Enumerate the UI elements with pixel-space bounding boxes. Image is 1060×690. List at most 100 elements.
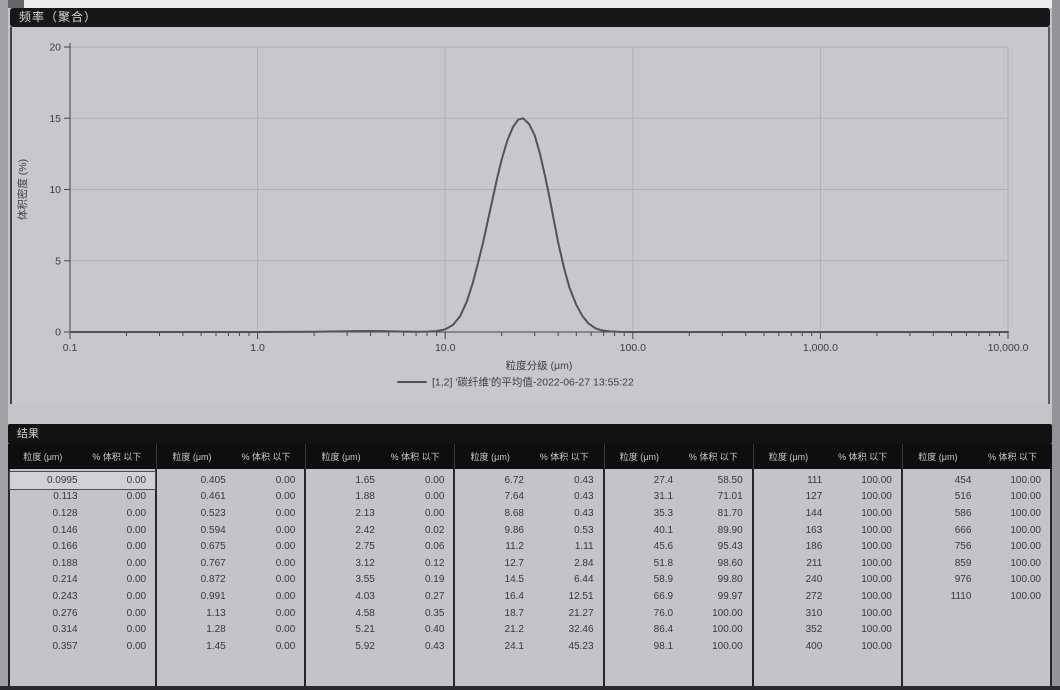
size-value: 31.1 (653, 491, 674, 503)
size-value: 40.1 (653, 524, 674, 536)
pct-under-value: 0.43 (574, 491, 594, 503)
size-value: 0.276 (52, 607, 78, 619)
size-value: 310 (805, 607, 823, 619)
frequency-curve (69, 117, 1009, 333)
size-value: 127 (805, 491, 823, 503)
size-value: 16.4 (504, 590, 524, 602)
size-value: 0.461 (200, 491, 226, 503)
pct-under-value: 0.06 (424, 541, 445, 553)
pct-under-value: 0.00 (126, 557, 147, 569)
table-row: 45.6 95.43 (605, 538, 752, 555)
pct-under-value: 100.00 (861, 624, 892, 636)
table-row-selected: 0.0995 0.00 (8, 471, 157, 490)
col-header-size: 粒度 (μm) (470, 452, 510, 462)
table-row: 4.03 0.27 (306, 588, 453, 605)
table-row: 454 100.00 (903, 472, 1050, 489)
table-row: 9.86 0.53 (455, 522, 602, 539)
size-value: 27.4 (653, 474, 674, 486)
size-value: 0.188 (52, 557, 78, 569)
size-value: 1.28 (206, 624, 226, 636)
pct-under-value: 98.60 (717, 557, 743, 569)
table-row: 0.314 0.00 (10, 621, 155, 638)
table-row: 1.45 0.00 (157, 638, 304, 655)
col-header-pct-under: % 体积 以下 (92, 452, 142, 462)
header-group-6: 粒度 (μm) % 体积 以下 (754, 444, 903, 469)
photo-corner (8, 0, 24, 8)
pct-under-value: 12.51 (568, 590, 594, 602)
header-group-1: 粒度 (μm) % 体积 以下 (8, 444, 158, 469)
table-row: 0.276 0.00 (10, 605, 155, 622)
size-value: 4.58 (355, 607, 375, 619)
size-value: 976 (954, 574, 972, 586)
table-column-group-4: 6.72 0.43 7.64 0.43 8.68 0.43 9.86 0.53 11.2 1.11… (455, 469, 605, 686)
size-value: 1.45 (206, 640, 226, 652)
table-row: 40.1 89.90 (605, 522, 752, 539)
x-axis-title: 粒度分级 (μm) (506, 359, 573, 372)
table-row: 1.28 0.00 (157, 621, 304, 638)
table-row: 6.72 0.43 (455, 472, 602, 489)
table-row: 24.1 45.23 (455, 638, 602, 655)
table-row: 272 100.00 (754, 588, 901, 605)
table-row: 400 100.00 (754, 638, 901, 655)
pct-under-value: 0.00 (126, 491, 147, 503)
table-row: 0.675 0.00 (157, 538, 304, 555)
y-tick-label: 15 (49, 113, 61, 125)
table-row: 8.68 0.43 (455, 505, 602, 522)
page-top-edge (24, 0, 1060, 8)
size-value: 58.9 (653, 574, 674, 586)
size-value: 24.1 (504, 640, 524, 652)
size-value: 0.357 (52, 640, 78, 652)
table-row: 16.4 12.51 (455, 588, 602, 605)
size-value: 2.75 (355, 541, 375, 553)
size-value: 51.8 (653, 557, 674, 569)
table-row: 66.9 99.97 (605, 588, 752, 605)
pct-under-value: 0.00 (275, 474, 296, 486)
table-row: 1.65 0.00 (306, 472, 453, 489)
pct-under-value: 100.00 (1010, 524, 1041, 536)
size-value: 859 (954, 557, 972, 569)
size-value: 0.0995 (46, 474, 78, 486)
pct-under-value: 0.00 (126, 541, 147, 553)
results-section-title: 结果 (17, 428, 39, 440)
pct-under-value: 100.00 (1010, 491, 1041, 503)
table-row: 756 100.00 (903, 538, 1050, 555)
table-row: 58.9 99.80 (605, 572, 752, 589)
photo-right-edge (1052, 0, 1060, 690)
size-value: 186 (805, 541, 823, 553)
size-value: 0.991 (200, 590, 226, 602)
size-value: 0.675 (200, 541, 226, 553)
size-value: 756 (954, 541, 972, 553)
table-row: 0.991 0.00 (157, 588, 304, 605)
table-row: 86.4 100.00 (605, 621, 752, 638)
col-header-pct-under: % 体积 以下 (390, 452, 440, 462)
table-row: 0.523 0.00 (157, 505, 304, 522)
size-value: 516 (954, 491, 972, 503)
size-value: 14.5 (504, 574, 524, 586)
table-column-group-2: 0.405 0.00 0.461 0.00 0.523 0.00 0.594 0.00 0.67… (157, 469, 307, 686)
table-row: 0.357 0.00 (10, 638, 155, 655)
table-row: 0.461 0.00 (157, 489, 304, 506)
table-row: 5.92 0.43 (306, 638, 453, 655)
size-value: 400 (805, 640, 823, 652)
pct-under-value: 0.00 (275, 541, 296, 553)
table-row: 3.55 0.19 (306, 572, 453, 589)
size-value: 2.42 (355, 524, 375, 536)
size-value: 144 (805, 507, 823, 519)
x-tick-label: 100.0 (620, 342, 646, 354)
results-table-header: 粒度 (μm) % 体积 以下 粒度 (μm) % 体积 以下 粒度 (μm) % 体积 … (8, 444, 1052, 469)
header-group-5: 粒度 (μm) % 体积 以下 (605, 444, 754, 469)
size-value: 272 (805, 590, 823, 602)
size-value: 18.7 (504, 607, 524, 619)
col-header-pct-under: % 体积 以下 (539, 452, 589, 462)
y-tick-label: 10 (49, 184, 61, 196)
size-value: 0.243 (52, 590, 78, 602)
pct-under-value: 99.80 (717, 574, 743, 586)
pct-under-value: 100.00 (861, 524, 892, 536)
header-group-2: 粒度 (μm) % 体积 以下 (157, 444, 307, 469)
table-row: 144 100.00 (754, 505, 901, 522)
y-tick-label: 0 (55, 327, 61, 339)
pct-under-value: 0.00 (275, 491, 296, 503)
size-value: 4.03 (355, 590, 375, 602)
size-value: 0.166 (52, 541, 78, 553)
table-row: 18.7 21.27 (455, 605, 602, 622)
